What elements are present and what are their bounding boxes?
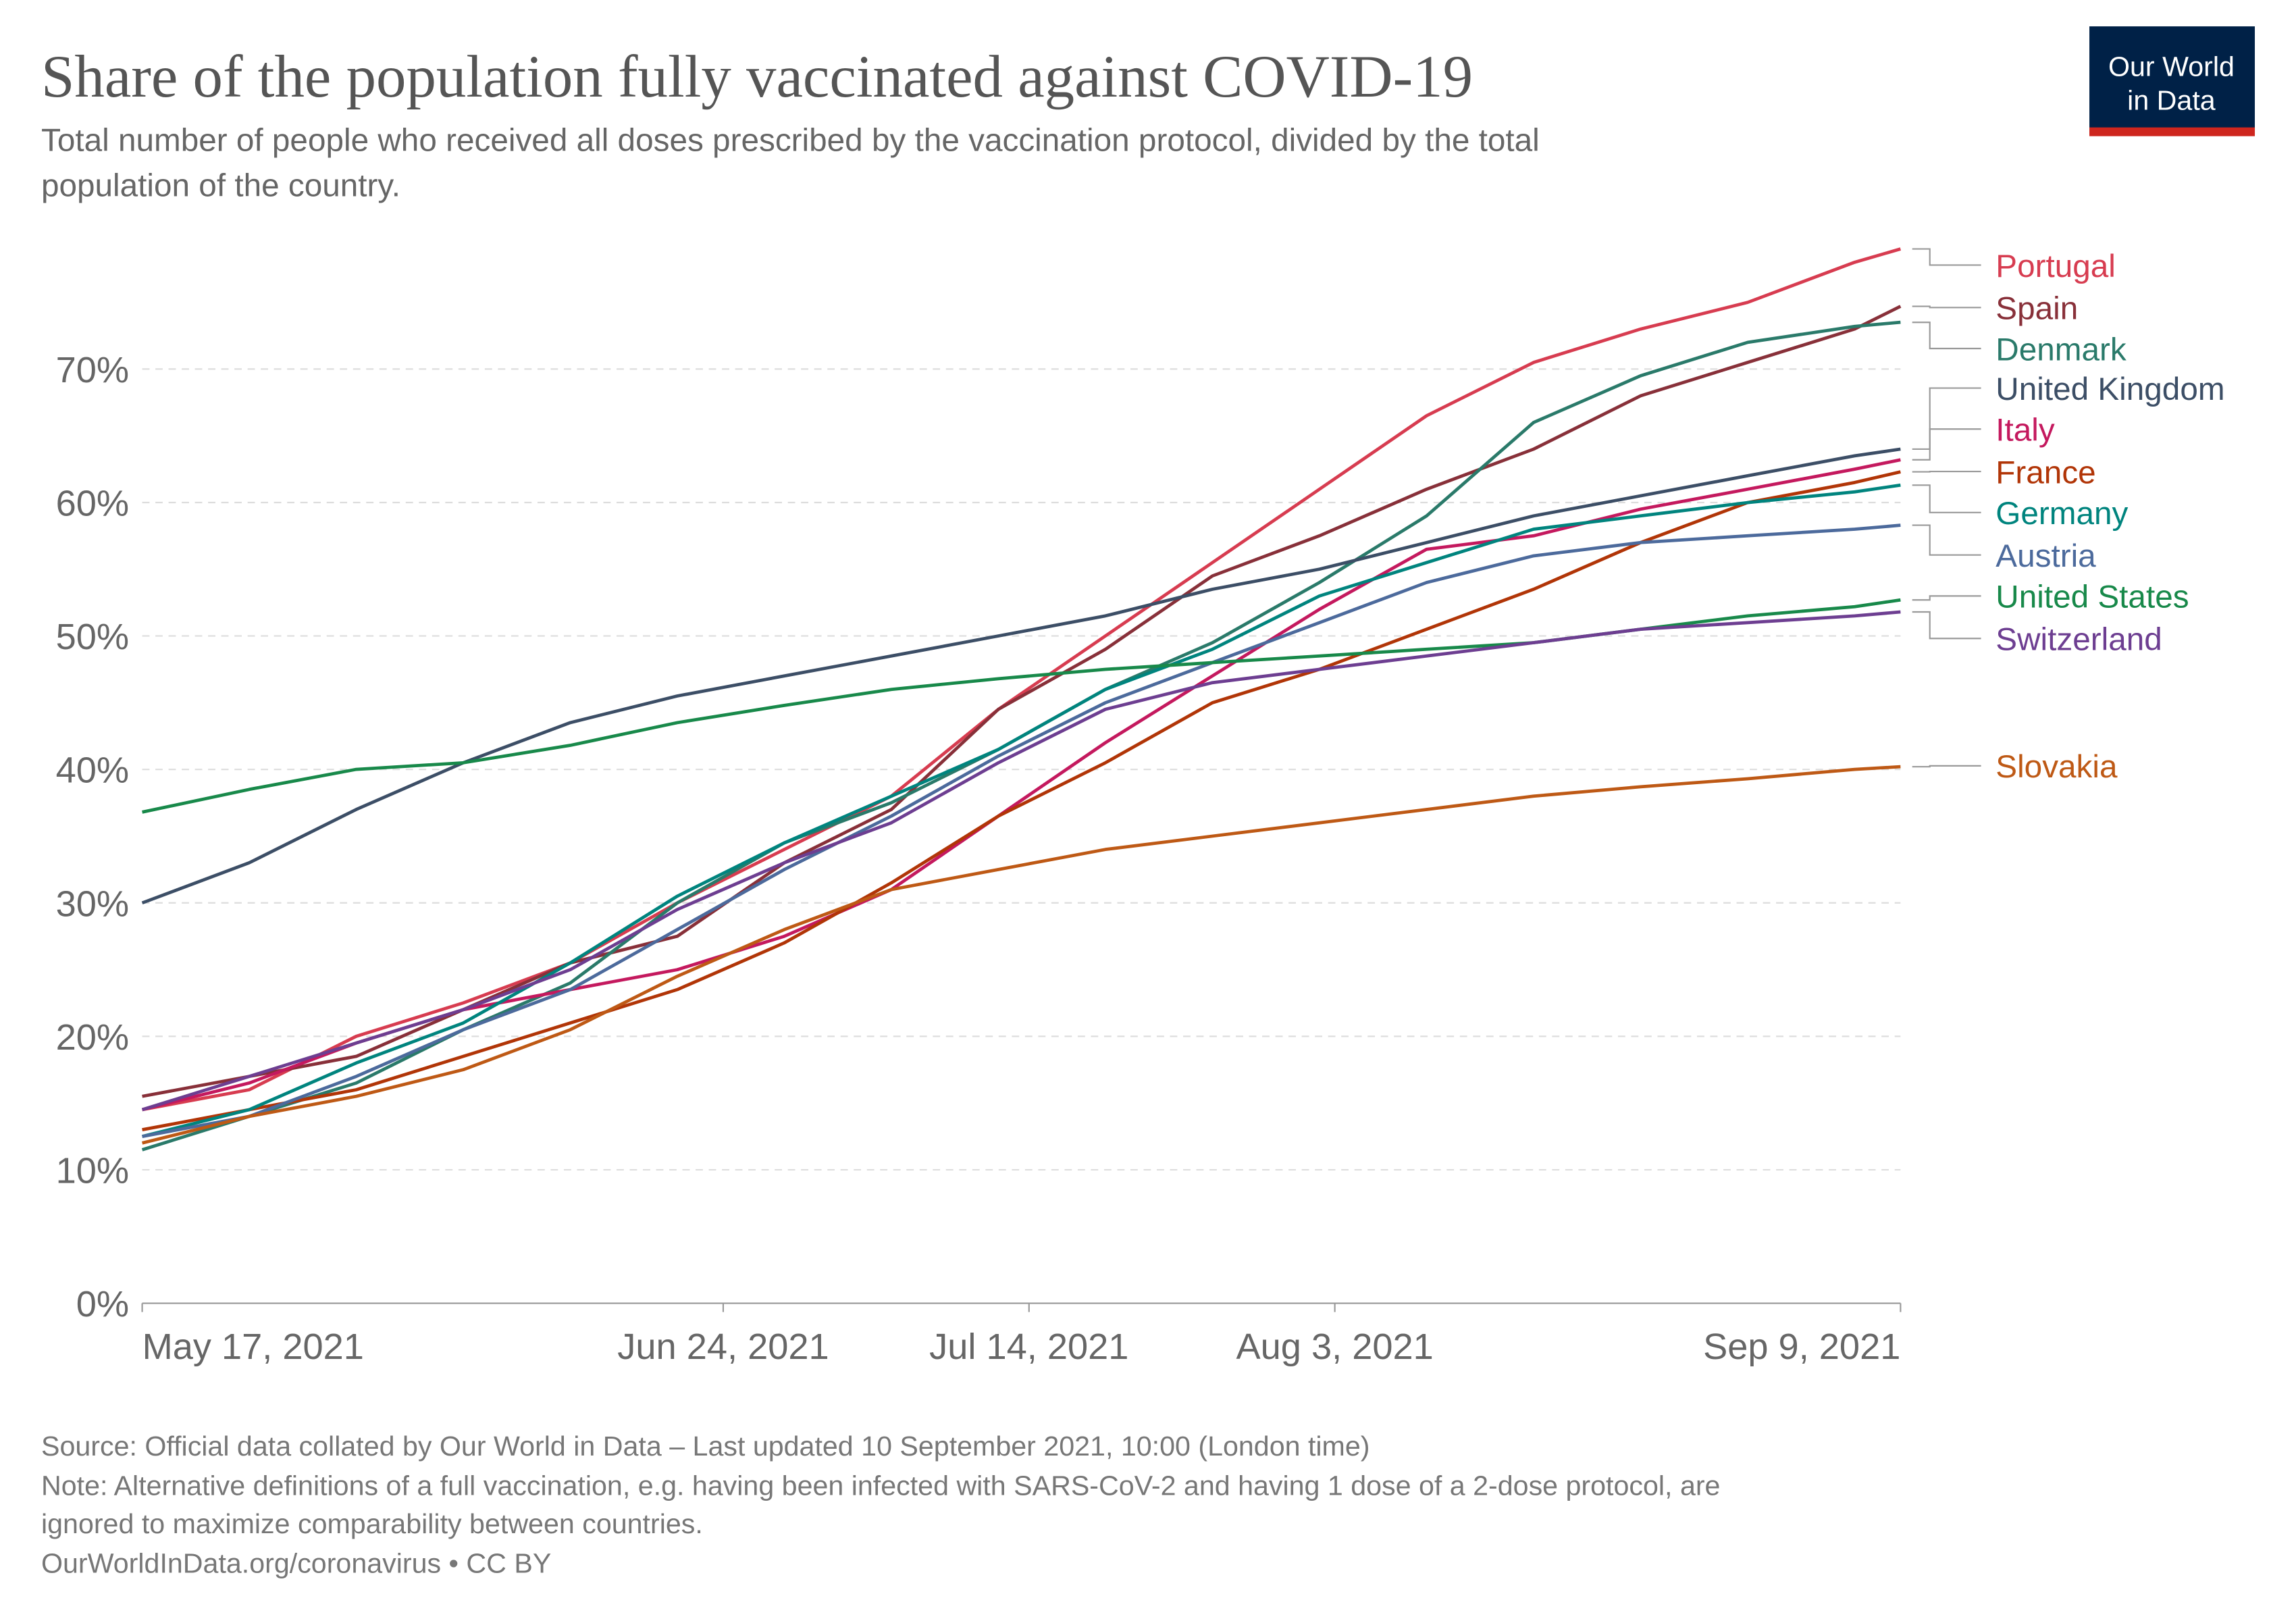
legend-label: Italy — [1995, 413, 2055, 448]
chart-title: Share of the population fully vaccinated… — [41, 44, 1473, 110]
subtitle: Total number of people who received all … — [41, 122, 1540, 158]
y-tick-label: 40% — [56, 750, 129, 791]
legend-label: Spain — [1995, 291, 2078, 327]
x-tick-label: Jun 24, 2021 — [617, 1327, 829, 1367]
series-line — [141, 447, 1901, 905]
logo-text: in Data — [2127, 85, 2216, 116]
y-tick-label: 10% — [56, 1150, 129, 1191]
label-connector — [1912, 321, 1981, 350]
note: Note: Alternative definitions of a full … — [41, 1470, 1721, 1501]
label-connector — [1912, 484, 1981, 513]
y-tick-label: 60% — [56, 484, 129, 524]
label-connector — [1912, 305, 1981, 309]
label-connector — [1912, 595, 1981, 601]
x-tick-label: Aug 3, 2021 — [1236, 1327, 1433, 1367]
legend-label: Germany — [1995, 496, 2128, 532]
label-connector — [1912, 765, 1981, 768]
legend-label: France — [1995, 455, 2095, 490]
logo — [2089, 26, 2255, 135]
series-line — [142, 523, 1901, 1138]
legend-label: Portugal — [1995, 249, 2116, 284]
series-line — [141, 765, 1901, 1145]
footer: OurWorldInData.org/coronavirus • CC BY — [41, 1547, 551, 1578]
y-tick-label: 30% — [56, 883, 129, 924]
series-line — [141, 483, 1901, 1138]
note: ignored to maximize comparability betwee… — [41, 1508, 703, 1539]
subtitle: population of the country. — [41, 168, 400, 204]
y-tick-label: 0% — [76, 1284, 129, 1324]
legend-label: United Kingdom — [1995, 371, 2224, 407]
series-line — [142, 470, 1901, 1131]
y-tick-label: 50% — [56, 617, 129, 657]
label-connector — [1912, 524, 1981, 556]
label-connector — [1912, 248, 1981, 266]
x-tick-label: May 17, 2021 — [142, 1327, 364, 1367]
logo-text: Our World — [2108, 51, 2235, 82]
label-connector — [1912, 428, 1981, 461]
y-tick-label: 20% — [56, 1017, 129, 1058]
legend-label: United States — [1995, 580, 2189, 615]
source: Source: Official data collated by Our Wo… — [41, 1431, 1370, 1462]
y-tick-label: 70% — [56, 350, 129, 390]
logo-bar — [2089, 127, 2255, 136]
label-connector — [1912, 387, 1981, 451]
x-tick-label: Sep 9, 2021 — [1703, 1327, 1900, 1367]
legend-label: Denmark — [1995, 332, 2127, 367]
label-connector — [1912, 611, 1981, 640]
x-tick-label: Jul 14, 2021 — [929, 1327, 1128, 1367]
legend-label: Austria — [1995, 538, 2096, 574]
series-line — [141, 610, 1901, 1112]
series-line — [142, 305, 1902, 1098]
legend-label: Switzerland — [1995, 622, 2162, 658]
legend-label: Slovakia — [1995, 749, 2118, 785]
